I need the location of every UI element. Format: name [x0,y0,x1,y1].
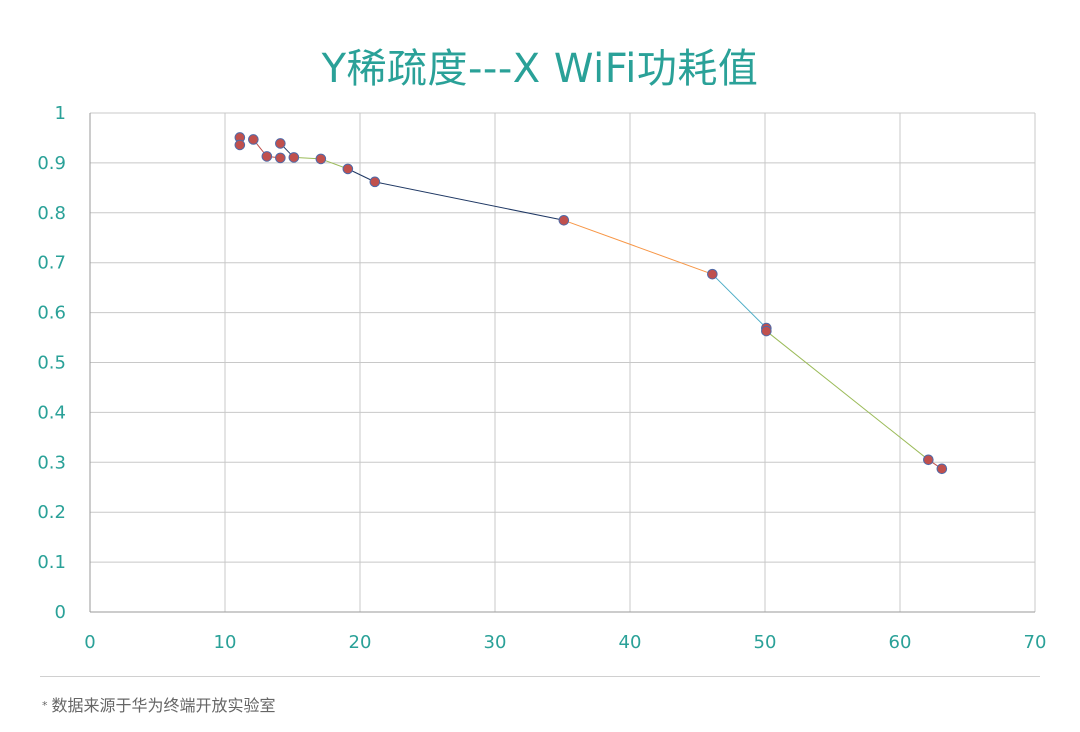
data-point [261,151,273,162]
x-tick-label: 0 [84,632,95,653]
data-point [275,152,286,164]
data-point [923,454,934,466]
scatter-plot: 0 0.1 0.2 0.3 0.4 0.5 0.6 0.7 0.8 0.9 1 0 10 20 30 40 5… [37,103,1046,653]
data-point [369,176,381,188]
y-tick-label: 0.2 [37,502,66,523]
footer-divider [40,676,1040,677]
data-point [707,268,718,280]
footnote-marker: * [42,699,48,712]
y-tick-label: 0.8 [37,203,66,224]
series-segment [563,219,713,275]
x-tick-label: 10 [214,632,237,653]
y-tick-label: 0.4 [37,402,66,423]
data-point [275,138,286,149]
grid-lines [89,112,1036,613]
data-point [248,134,259,145]
data-point [315,153,327,165]
x-tick-label: 50 [754,632,777,653]
series-lines [252,139,943,470]
x-tick-labels: 0 10 20 30 40 50 60 70 [84,632,1046,653]
y-tick-label: 0.1 [37,552,66,573]
data-point [936,463,948,475]
axes [89,113,1035,613]
data-point [234,139,246,151]
data-point [342,163,354,175]
y-tick-label: 0.5 [37,353,66,374]
x-tick-label: 40 [619,632,642,653]
series-segment [374,181,564,221]
y-tick-label: 0.3 [37,452,66,473]
chart-title: Y稀疏度---X WiFi功耗值 [321,46,759,92]
data-points [234,132,948,475]
x-tick-label: 60 [889,632,912,653]
y-tick-label: 0 [55,602,66,623]
source-footnote: * 数据来源于华为终端开放实验室 [42,692,276,716]
y-tick-label: 0.7 [37,253,66,274]
footnote-text: 数据来源于华为终端开放实验室 [51,696,276,715]
y-tick-label: 0.9 [37,153,66,174]
y-tick-label: 1 [55,103,66,124]
x-tick-label: 20 [349,632,372,653]
data-point [558,214,570,226]
data-point [288,152,300,163]
series-segment [766,330,929,461]
x-tick-label: 70 [1024,632,1047,653]
series-segment [711,273,767,329]
data-point [761,325,772,337]
x-tick-label: 30 [484,632,507,653]
y-tick-label: 0.6 [37,303,66,324]
y-tick-labels: 0 0.1 0.2 0.3 0.4 0.5 0.6 0.7 0.8 0.9 1 [37,103,66,623]
